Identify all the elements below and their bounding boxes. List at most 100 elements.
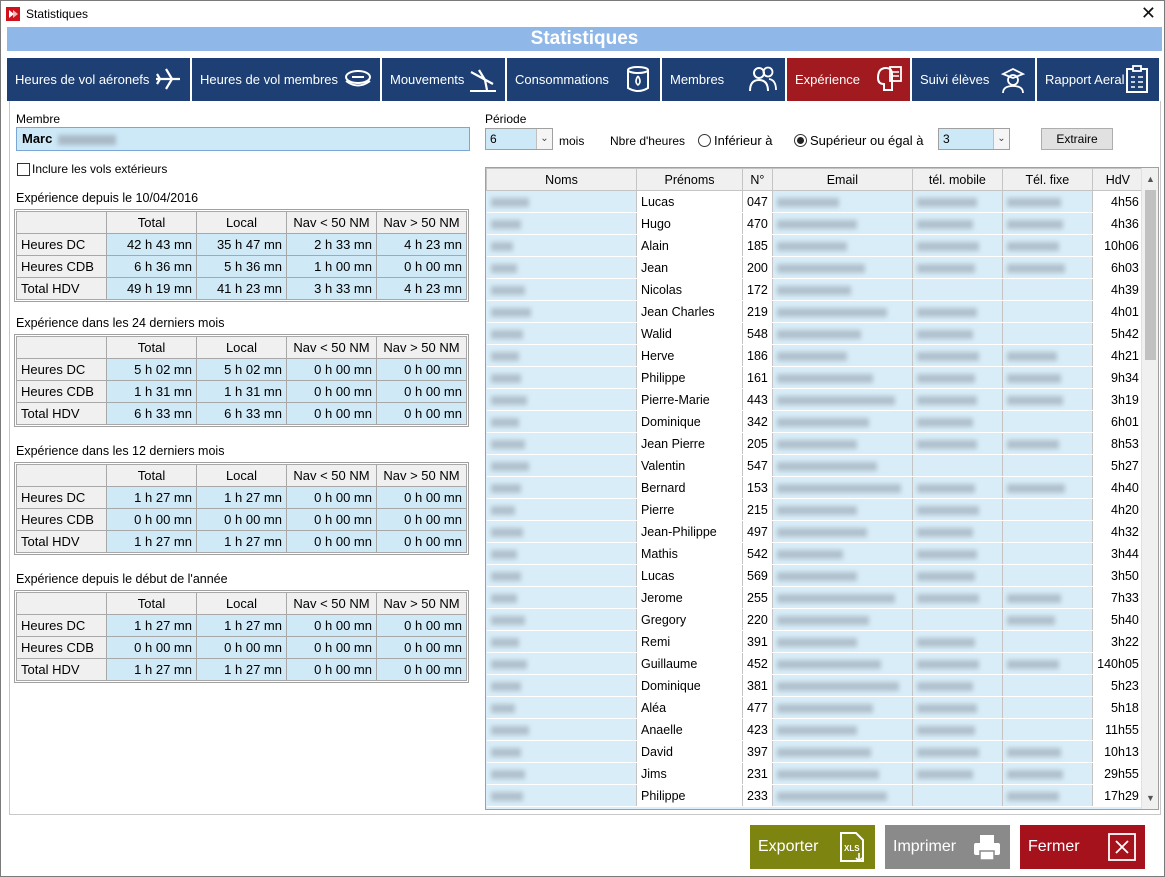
hours-cell: 0 h 00 mn: [376, 508, 467, 531]
airplane-icon: [156, 68, 180, 90]
export-button[interactable]: Exporter XLS: [750, 825, 875, 869]
vertical-scrollbar[interactable]: ▲ ▼: [1141, 168, 1158, 809]
hours-cell: 0 h 00 mn: [106, 636, 197, 659]
member-field[interactable]: Marc: [16, 127, 470, 151]
scroll-down-icon[interactable]: ▼: [1146, 793, 1155, 803]
table-row[interactable]: Anaelle 423 11h55: [486, 718, 1144, 741]
close-button[interactable]: Fermer: [1020, 825, 1145, 869]
table-row[interactable]: Herve 186 4h21: [486, 344, 1144, 367]
tab-rapport-aeral[interactable]: Rapport Aeral: [1037, 58, 1161, 101]
row-label: Heures CDB: [16, 636, 107, 659]
table-row[interactable]: Lucas 047 4h56: [486, 190, 1144, 213]
tab-experience[interactable]: Expérience: [787, 58, 912, 101]
redacted-text: [1006, 373, 1061, 383]
prenom-cell: Nicolas: [636, 278, 743, 301]
email-cell: [771, 762, 913, 785]
column-header[interactable]: N°: [742, 168, 773, 191]
tab-consommations[interactable]: Consommations: [507, 58, 662, 101]
table-row[interactable]: Philippe 161 9h34: [486, 366, 1144, 389]
table-row[interactable]: Dominique 381 5h23: [486, 674, 1144, 697]
hours-select[interactable]: 3 ⌄: [938, 128, 1010, 150]
period-select[interactable]: 6 ⌄: [485, 128, 553, 150]
table-row[interactable]: Walid 548 5h42: [486, 322, 1144, 345]
window-close-icon[interactable]: ✕: [1140, 3, 1156, 23]
tab-suivi-eleves[interactable]: Suivi élèves: [912, 58, 1037, 101]
redacted-text: [490, 241, 513, 251]
table-row[interactable]: Alain 185 10h06: [486, 234, 1144, 257]
mobile-cell: [911, 608, 1003, 631]
redacted-text: [1006, 593, 1061, 603]
table-row[interactable]: Mathis 542 3h44: [486, 542, 1144, 565]
mobile-cell: [911, 432, 1003, 455]
table-row[interactable]: Jean-Philippe 497 4h32: [486, 520, 1144, 543]
table-row[interactable]: Jims 231 29h55: [486, 762, 1144, 785]
redacted-text: [1006, 769, 1063, 779]
hours-cell: 0 h 00 mn: [286, 614, 377, 637]
table-header: Noms Prénoms N° Email tél. mobile Tél. fixe Hd…: [486, 168, 1144, 191]
prenom-cell: Hugo: [636, 212, 743, 235]
tab-membres[interactable]: Membres: [662, 58, 787, 101]
table-row[interactable]: Valentin 547 5h27: [486, 454, 1144, 477]
tab-heures-vol-membres[interactable]: Heures de vol membres: [192, 58, 382, 101]
redacted-text: [490, 395, 527, 405]
prenom-cell: Guillaume: [636, 652, 743, 675]
table-row[interactable]: Dominique 342 6h01: [486, 410, 1144, 433]
column-header[interactable]: HdV: [1091, 168, 1144, 191]
table-row[interactable]: Jean Pierre 205 8h53: [486, 432, 1144, 455]
column-header[interactable]: Tél. fixe: [1001, 168, 1093, 191]
column-header: Local: [196, 464, 287, 487]
hours-cell: 0 h 00 mn: [286, 486, 377, 509]
prenom-cell: Bernard: [636, 476, 743, 499]
print-label: Imprimer: [893, 838, 957, 855]
row-label: Total HDV: [16, 530, 107, 553]
table-row[interactable]: Pierre-Marie 443 3h19: [486, 388, 1144, 411]
table-row[interactable]: Gregory 220 5h40: [486, 608, 1144, 631]
column-header: Nav < 50 NM: [286, 592, 377, 615]
column-header[interactable]: Email: [771, 168, 913, 191]
table-row[interactable]: Bernard 153 4h40: [486, 476, 1144, 499]
table-row[interactable]: Pierre 215 4h20: [486, 498, 1144, 521]
table-row[interactable]: Jean 200 6h03: [486, 256, 1144, 279]
table-row[interactable]: Guillaume 452 140h05: [486, 652, 1144, 675]
column-header[interactable]: Noms: [486, 168, 637, 191]
redacted-text: [776, 505, 857, 515]
table-row[interactable]: Jerome 255 7h33: [486, 586, 1144, 609]
members-grid[interactable]: Noms Prénoms N° Email tél. mobile Tél. fixe Hd…: [485, 167, 1159, 810]
table-row[interactable]: Lucas 569 3h50: [486, 564, 1144, 587]
redacted-text: [776, 461, 877, 471]
hdv-cell: 5h42: [1091, 322, 1144, 345]
tab-heures-vol-aeronefs[interactable]: Heures de vol aéronefs: [7, 58, 192, 101]
column-header[interactable]: tél. mobile: [911, 168, 1003, 191]
email-cell: [771, 740, 913, 763]
table-row[interactable]: Aléa 477 5h18: [486, 696, 1144, 719]
radio-superieur[interactable]: [794, 134, 807, 147]
column-header[interactable]: Prénoms: [636, 168, 743, 191]
redacted-text: [916, 439, 977, 449]
table-corner: [16, 464, 107, 487]
table-row[interactable]: David 397 10h13: [486, 740, 1144, 763]
table-corner: [16, 592, 107, 615]
prenom-cell: Walid: [636, 322, 743, 345]
scroll-thumb[interactable]: [1145, 190, 1156, 360]
scroll-up-icon[interactable]: ▲: [1146, 174, 1155, 184]
print-button[interactable]: Imprimer: [885, 825, 1010, 869]
mobile-cell: [911, 674, 1003, 697]
column-header: Local: [196, 592, 287, 615]
table-row[interactable]: Hugo 470 4h36: [486, 212, 1144, 235]
table-row[interactable]: Philippe 233 17h29: [486, 784, 1144, 807]
hdv-cell: 4h21: [1091, 344, 1144, 367]
table-row[interactable]: Remi 391 3h22: [486, 630, 1144, 653]
radio-inferieur[interactable]: [698, 134, 711, 147]
column-header: Nav > 50 NM: [376, 464, 467, 487]
table-row[interactable]: Jean Charles 219 4h01: [486, 300, 1144, 323]
row-label: Heures DC: [16, 486, 107, 509]
column-header: Nav > 50 NM: [376, 211, 467, 234]
mobile-cell: [911, 696, 1003, 719]
tab-mouvements[interactable]: Mouvements: [382, 58, 507, 101]
include-external-checkbox[interactable]: [17, 163, 30, 176]
extraire-button[interactable]: Extraire: [1041, 128, 1113, 150]
numero-cell: 423: [742, 718, 773, 741]
mobile-cell: [911, 366, 1003, 389]
table-row[interactable]: Nicolas 172 4h39: [486, 278, 1144, 301]
